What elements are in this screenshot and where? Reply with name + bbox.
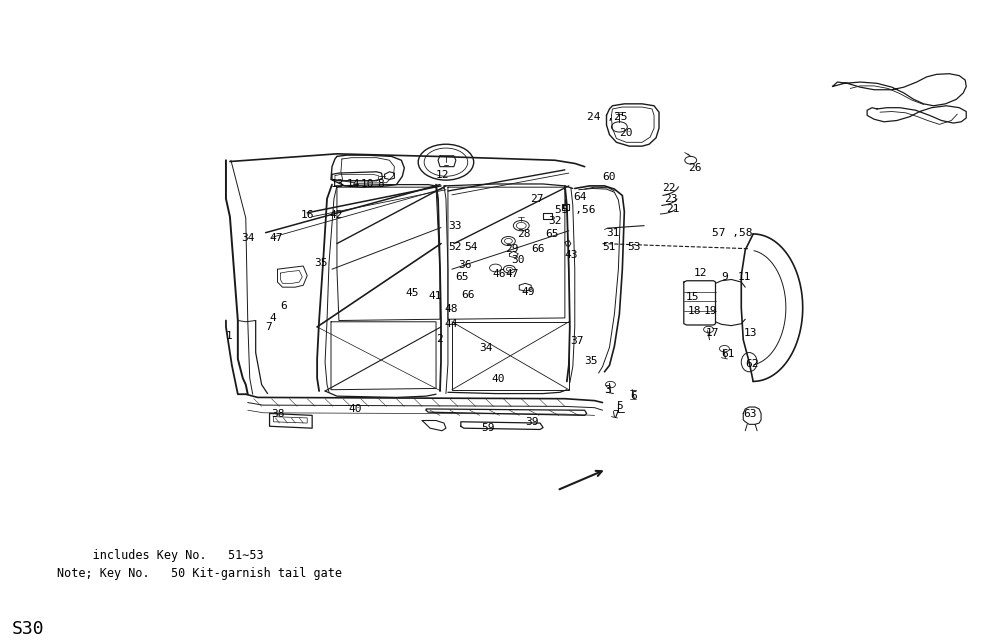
Text: 57 ,58: 57 ,58: [712, 228, 752, 238]
Text: 15: 15: [686, 292, 700, 302]
Text: 22: 22: [662, 183, 676, 193]
Text: 11: 11: [737, 272, 751, 282]
Text: 16: 16: [300, 210, 314, 221]
Text: 36: 36: [458, 260, 472, 270]
Text: includes Key No.   51∼53: includes Key No. 51∼53: [57, 549, 265, 562]
Text: 38: 38: [272, 409, 285, 419]
Text: 3: 3: [605, 385, 611, 395]
Text: 2: 2: [436, 334, 443, 344]
Text: 12: 12: [436, 170, 450, 180]
Text: 54: 54: [464, 242, 478, 253]
Text: 12: 12: [694, 268, 708, 278]
Text: 28: 28: [517, 229, 531, 240]
Text: 27: 27: [530, 194, 544, 204]
Text: 24 ,25: 24 ,25: [587, 112, 627, 122]
Text: 43: 43: [565, 250, 579, 260]
Text: 26: 26: [688, 163, 702, 174]
Text: 5: 5: [616, 401, 623, 411]
Text: 53: 53: [627, 242, 641, 253]
Text: 46: 46: [493, 269, 506, 279]
Text: 40: 40: [492, 374, 505, 384]
Text: 55 ,56: 55 ,56: [555, 205, 596, 215]
Text: 52: 52: [448, 242, 462, 253]
Text: S30: S30: [12, 620, 45, 638]
Text: 13: 13: [331, 179, 345, 190]
Text: 45: 45: [405, 288, 419, 299]
Text: 8: 8: [378, 179, 385, 190]
Text: 44: 44: [444, 319, 458, 329]
Text: 64: 64: [573, 192, 587, 203]
Text: 66: 66: [531, 244, 545, 254]
Text: 19: 19: [704, 306, 717, 317]
Text: 48: 48: [444, 304, 458, 314]
Text: 31: 31: [606, 228, 620, 238]
Text: 7: 7: [612, 410, 619, 420]
Text: 18: 18: [688, 306, 702, 317]
Text: 29: 29: [505, 244, 519, 254]
Text: 20: 20: [619, 128, 633, 138]
Text: 49: 49: [521, 287, 535, 297]
Text: 42: 42: [329, 210, 343, 221]
Text: 34: 34: [241, 233, 255, 243]
Text: 23: 23: [664, 194, 678, 204]
Text: 32: 32: [548, 216, 562, 226]
Text: 40: 40: [349, 404, 363, 414]
Text: 10: 10: [361, 179, 375, 190]
Text: 47: 47: [505, 269, 519, 279]
Text: 9: 9: [721, 272, 728, 282]
Text: 51: 51: [603, 242, 616, 253]
Text: 47: 47: [270, 233, 283, 243]
Text: 6: 6: [630, 391, 637, 401]
Text: 39: 39: [525, 417, 539, 427]
Text: 6: 6: [280, 301, 287, 312]
Text: 66: 66: [461, 290, 475, 301]
Text: 37: 37: [570, 336, 584, 346]
Text: 35: 35: [314, 258, 328, 269]
Text: 4: 4: [270, 313, 276, 323]
Text: 1: 1: [226, 331, 233, 341]
Text: 34: 34: [480, 343, 494, 353]
Text: 65: 65: [455, 272, 469, 283]
Text: 63: 63: [743, 409, 757, 419]
Text: 60: 60: [603, 172, 616, 182]
Text: 59: 59: [482, 423, 496, 433]
Text: 62: 62: [745, 359, 759, 369]
Text: 30: 30: [511, 255, 525, 265]
Text: 33: 33: [448, 221, 462, 231]
Text: 65: 65: [545, 229, 559, 240]
Text: 17: 17: [706, 328, 719, 338]
Text: 14: 14: [347, 179, 361, 190]
Text: 13: 13: [743, 328, 757, 338]
Text: 21: 21: [666, 204, 680, 214]
Text: 35: 35: [585, 356, 599, 366]
Text: Note; Key No.   50 Kit-garnish tail gate: Note; Key No. 50 Kit-garnish tail gate: [57, 567, 343, 580]
Text: 61: 61: [721, 349, 735, 360]
Text: 41: 41: [428, 291, 442, 301]
Text: 7: 7: [266, 322, 273, 333]
